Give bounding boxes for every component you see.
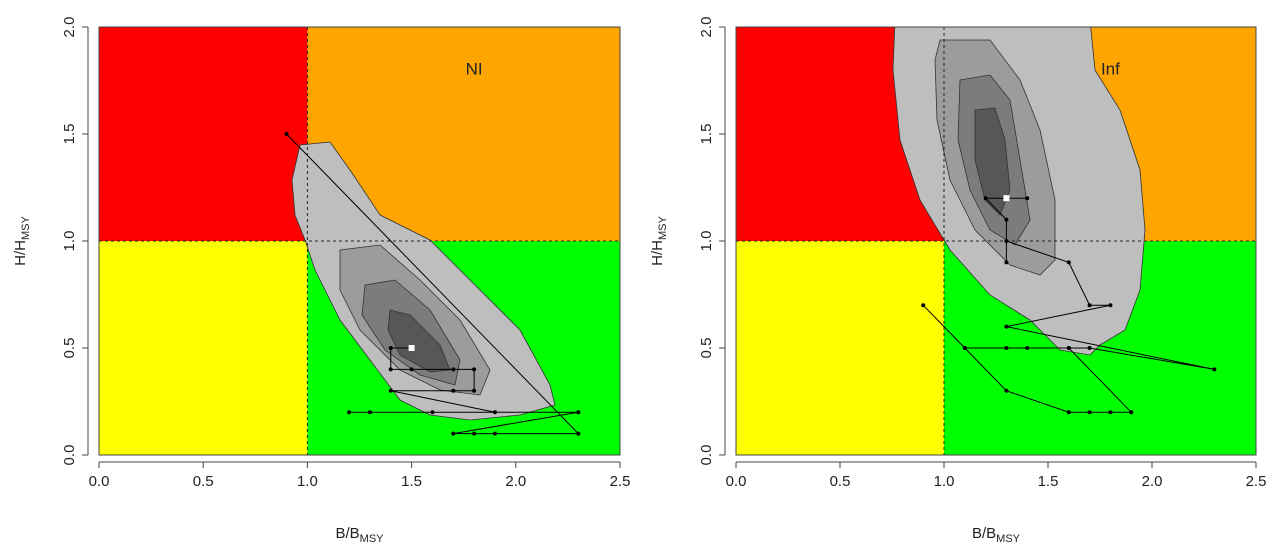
x-tick-label: 0.5 [830,473,851,490]
current-point [1003,195,1010,202]
point [1025,346,1030,350]
y-axis-label: H/HMSY [649,216,669,266]
x-axis-label-main: B/B [335,525,359,542]
point [576,410,581,415]
x-tick-label: 2.0 [1142,473,1163,490]
x-tick-label: 2.0 [505,473,526,490]
current-point [408,345,415,351]
point [1108,303,1113,308]
point [1212,367,1217,372]
x-tick-label: 1.5 [401,473,422,490]
contours [892,27,1146,356]
point [1025,196,1030,201]
y-tick-label: 1.0 [61,231,78,252]
y-tick-label: 0.5 [698,338,715,359]
x-axis-label: B/BMSY [335,525,384,544]
x-axis-label: B/BMSY [972,525,1021,544]
y-axis-label-sub: MSY [20,216,32,241]
x-axis-label-sub: MSY [360,533,385,544]
y-tick-label: 0.0 [61,445,78,466]
point [492,410,497,415]
point [1087,410,1092,415]
point [983,196,988,201]
y-axis-label-main: H/H [649,240,666,266]
zone [99,241,308,455]
point [1004,217,1009,222]
annotation: NI [466,59,483,78]
point [472,367,477,372]
point [1004,346,1009,350]
point [451,367,456,372]
point [1108,410,1113,415]
point [1129,410,1134,415]
point [576,431,581,436]
plot-frame [98,26,621,456]
point [388,388,393,393]
y-tick-label: 2.0 [61,17,78,38]
x-tick-label: 0.5 [193,473,214,490]
point [1066,346,1071,350]
plot-frame [735,26,1257,456]
zone [736,241,944,455]
x-tick-label: 0.0 [89,473,110,490]
contour [291,141,556,421]
x-axis-label-main: B/B [972,525,996,542]
contour [387,309,451,373]
point [962,346,967,350]
y-tick-label: 1.5 [61,124,78,145]
point [451,431,456,436]
trajectory [922,197,1215,413]
point [1066,410,1071,415]
x-tick-label: 1.5 [1038,473,1059,490]
point [472,431,477,436]
point [1004,388,1009,393]
point [451,388,456,393]
y-axis-label-main: H/H [12,240,29,266]
point [430,410,435,415]
zone [99,27,308,241]
point [1087,303,1092,308]
point [1004,239,1009,243]
x-tick-label: 2.5 [1246,473,1267,490]
y-axis-label: H/HMSY [12,216,32,266]
x-tick-label: 1.0 [934,473,955,490]
y-tick-label: 2.0 [698,17,715,38]
x-tick-label: 0.0 [726,473,747,490]
y-axis-label-sub: MSY [657,216,669,241]
point [492,431,497,436]
point [388,346,393,350]
point [388,367,393,372]
point [1004,260,1009,265]
point [367,410,372,415]
panel: NI0.0 0.5 1.0 1.5 2.0 2.50.00.51.01.52.0B/BMS… [12,17,631,545]
x-axis-label-sub: MSY [996,533,1021,544]
point [284,132,289,136]
x-tick-label: 1.0 [297,473,318,490]
contours [291,141,556,421]
y-tick-label: 1.0 [698,231,715,252]
y-tick-label: 0.5 [61,338,78,359]
y-tick-label: 0.0 [698,445,715,466]
point [1087,346,1092,350]
point [921,303,926,308]
contour [974,107,1011,216]
point [1004,324,1009,329]
point [472,388,477,393]
y-tick-label: 1.5 [698,124,715,145]
x-tick-label: 2.5 [610,473,631,490]
point [1066,260,1071,265]
point [409,367,414,372]
annotation: Inf [1101,59,1120,78]
point [347,410,352,415]
